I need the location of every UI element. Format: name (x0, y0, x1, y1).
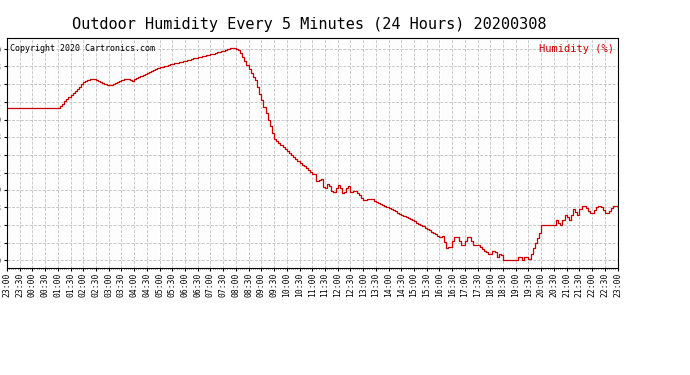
Text: Humidity (%): Humidity (%) (540, 44, 615, 54)
Text: Outdoor Humidity Every 5 Minutes (24 Hours) 20200308: Outdoor Humidity Every 5 Minutes (24 Hou… (72, 17, 546, 32)
Text: Copyright 2020 Cartronics.com: Copyright 2020 Cartronics.com (10, 44, 155, 53)
